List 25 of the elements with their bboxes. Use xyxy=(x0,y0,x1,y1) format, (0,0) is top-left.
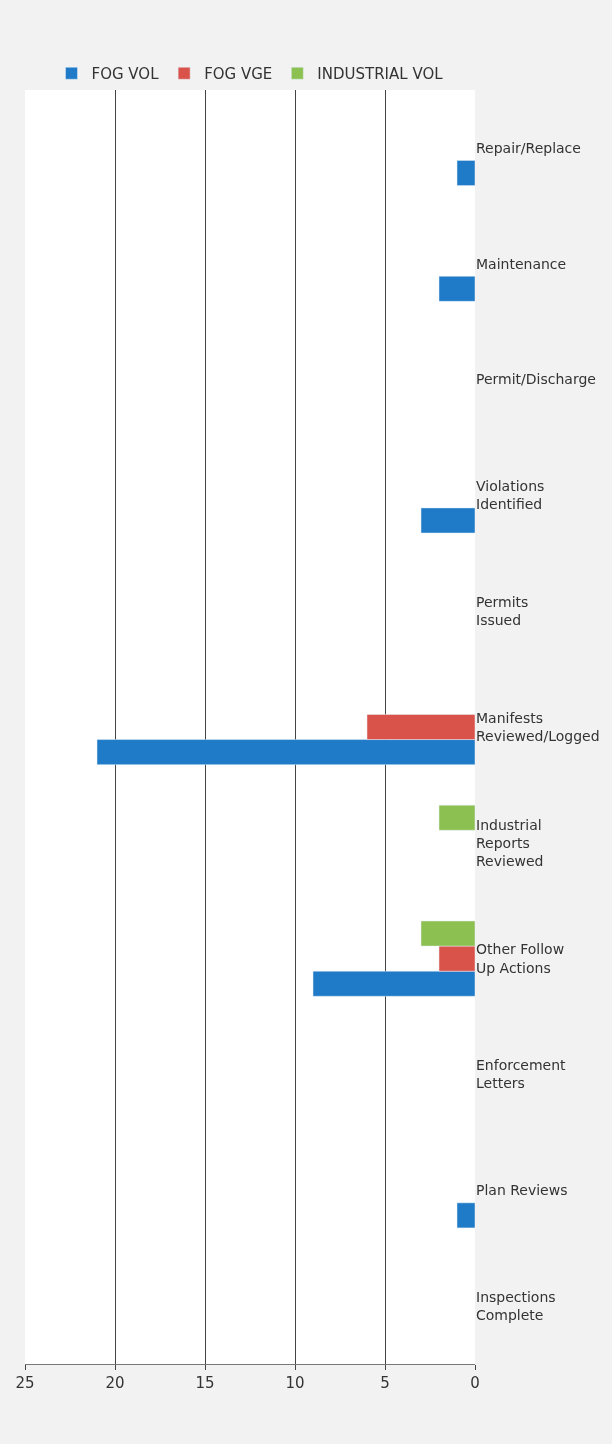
legend-label: INDUSTRIAL VOL xyxy=(317,65,444,84)
y-tick-label: Maintenance xyxy=(476,255,567,272)
bar xyxy=(456,160,475,186)
y-tick-label: Repair/Replace xyxy=(476,139,581,156)
y-tick-label: Enforcement Letters xyxy=(476,1057,567,1092)
x-tick-label: 0 xyxy=(470,1374,480,1392)
x-tick-label: 20 xyxy=(105,1374,125,1392)
y-tick-label: Other Follow Up Actions xyxy=(476,941,565,976)
bar xyxy=(456,1202,475,1229)
bar xyxy=(438,276,475,302)
y-tick-label: Plan Reviews xyxy=(476,1182,568,1199)
bar xyxy=(438,804,475,831)
legend-label: FOG VOL xyxy=(91,65,160,84)
y-tick-label: Permit/Discharge xyxy=(476,371,596,388)
y-tick-label: Violations Identified xyxy=(476,478,545,513)
x-tick-label: 10 xyxy=(285,1374,305,1392)
legend-label: FOG VGE xyxy=(204,65,273,84)
y-tick-label: Manifests Reviewed/Logged xyxy=(476,709,600,744)
x-tick-label: 25 xyxy=(15,1374,35,1392)
y-tick-label: Permits Issued xyxy=(476,593,529,629)
y-tick-label: Inspections Complete xyxy=(476,1288,556,1324)
x-tick-label: 5 xyxy=(380,1374,390,1392)
y-tick-label: Industrial Reports Reviewed xyxy=(476,816,544,869)
x-tick-label: 15 xyxy=(195,1374,215,1392)
bar xyxy=(420,507,475,534)
